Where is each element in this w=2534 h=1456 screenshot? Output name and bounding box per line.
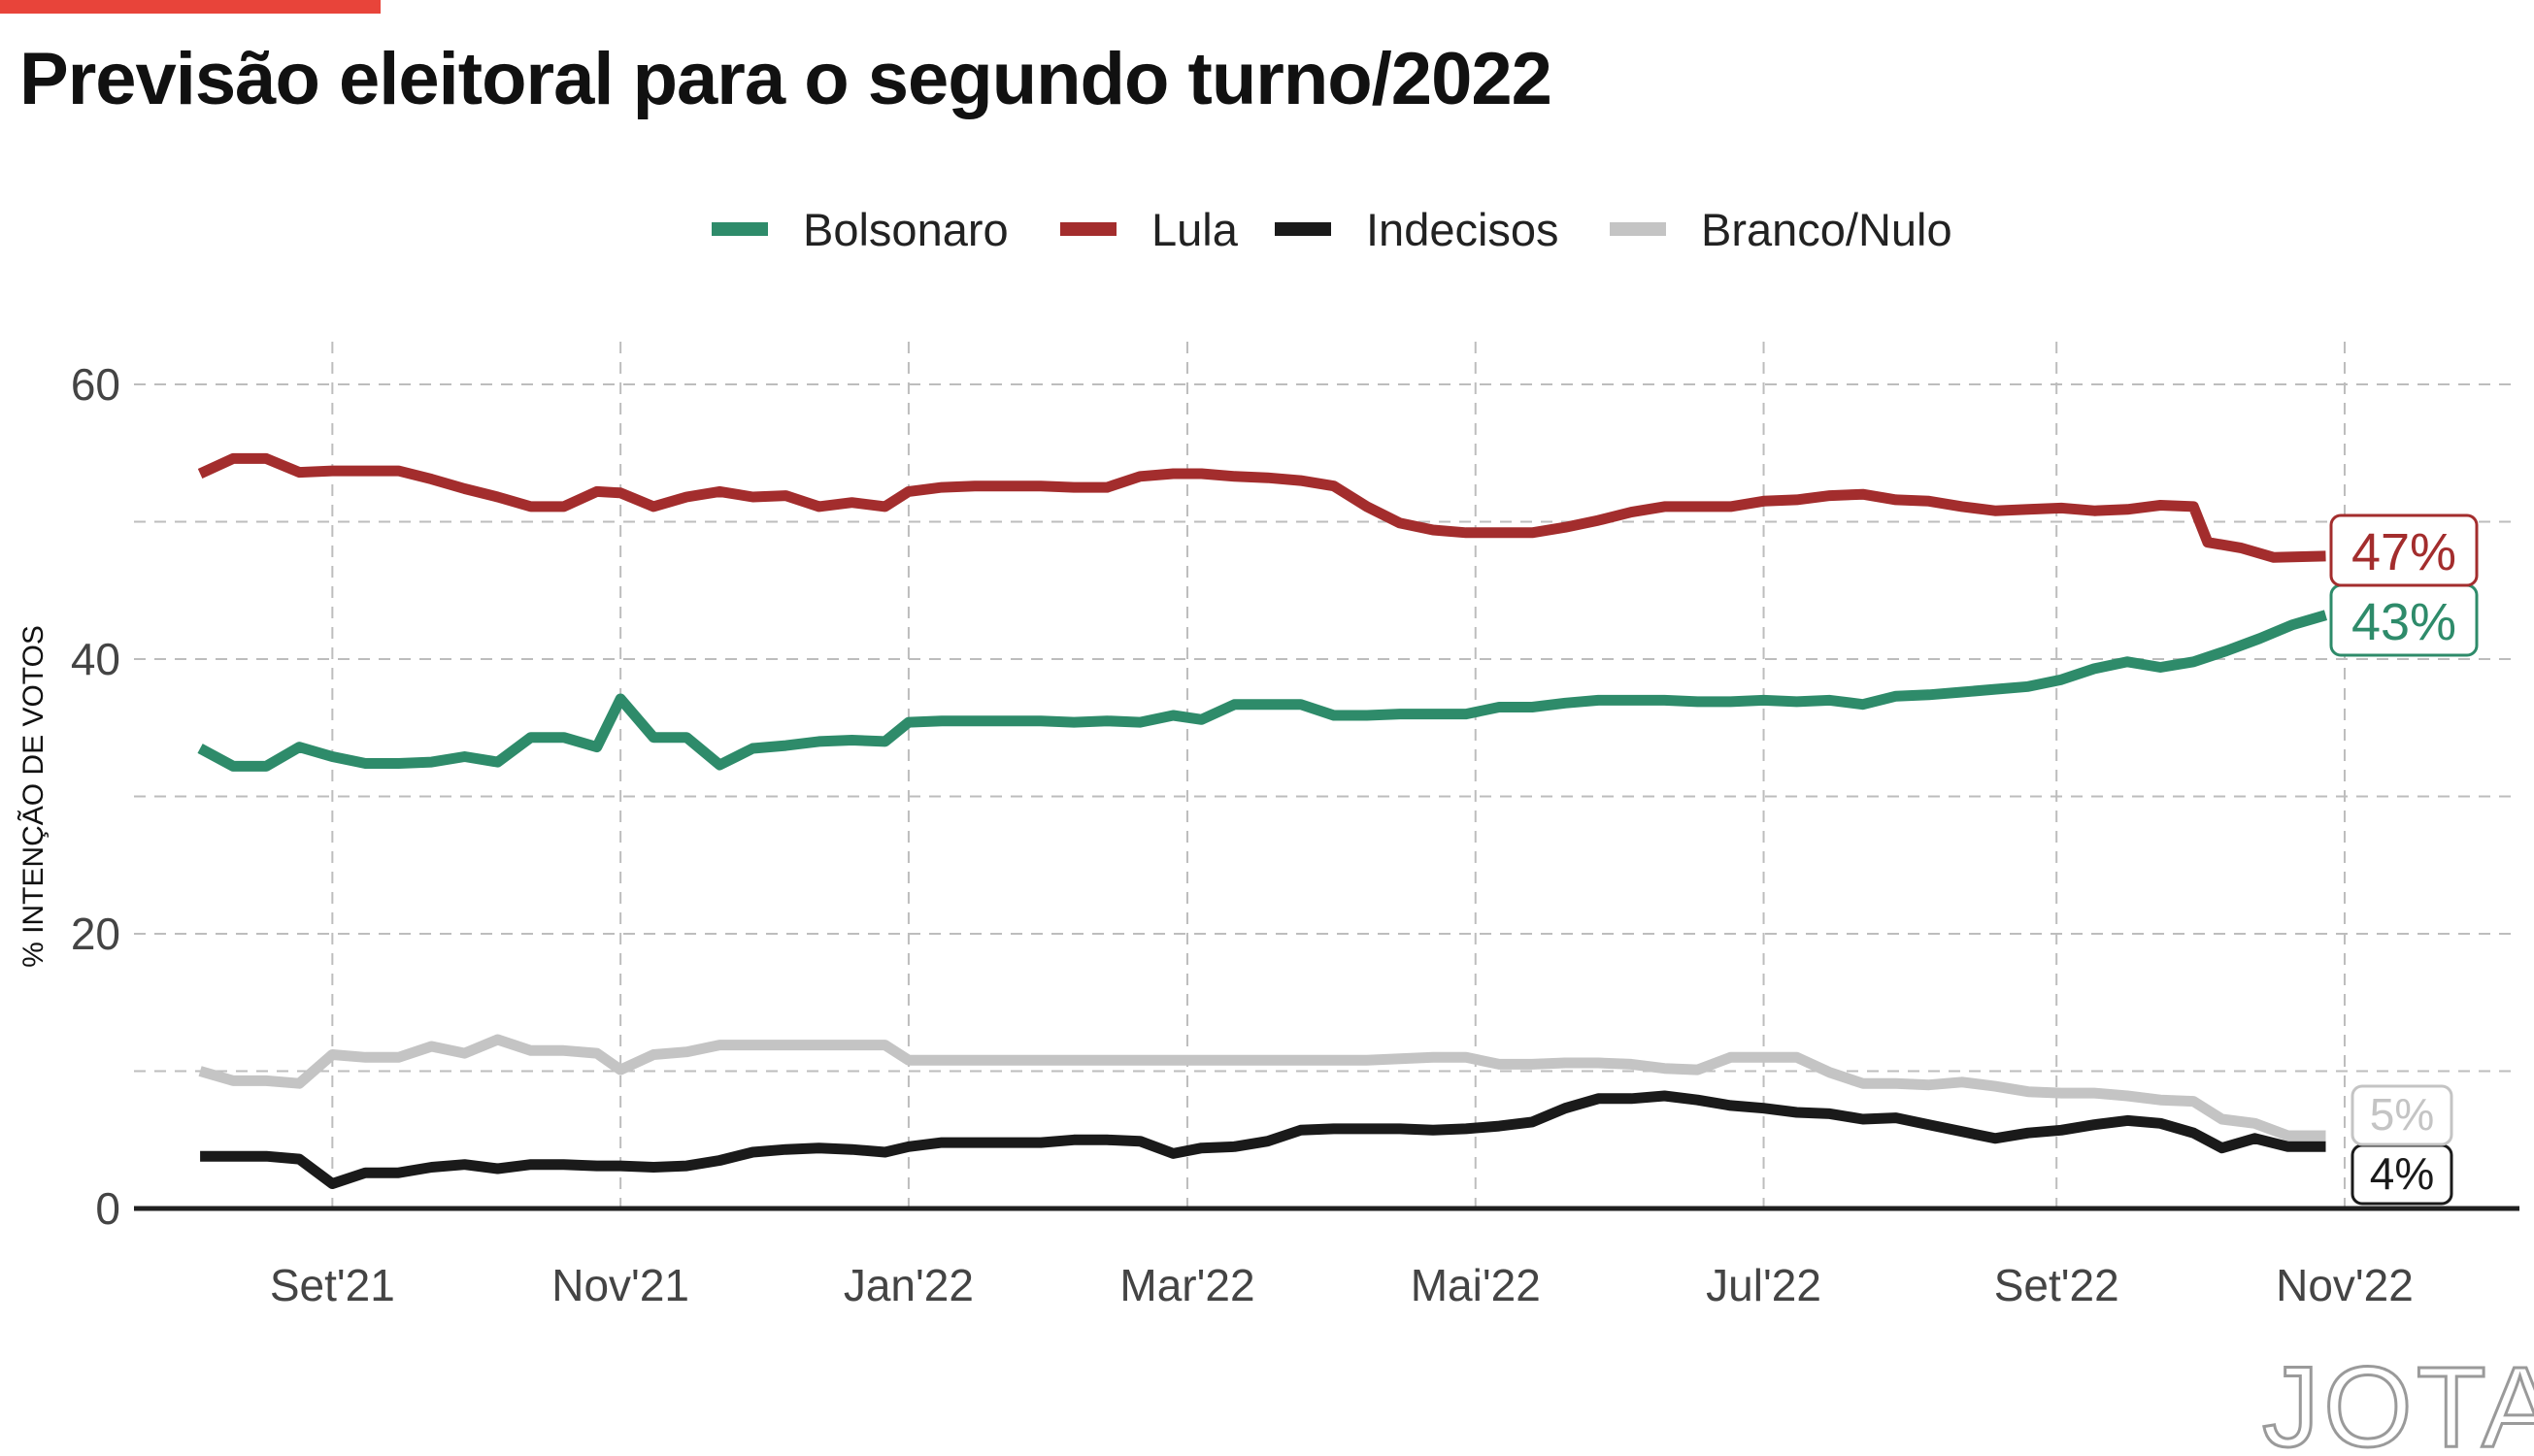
y-tick-label: 0: [95, 1183, 120, 1234]
end-label: 4%: [2351, 1143, 2453, 1206]
series-line: [198, 1034, 2326, 1142]
x-tick-label: Set'21: [270, 1260, 395, 1310]
y-tick-label: 40: [71, 634, 120, 684]
end-label: 43%: [2329, 583, 2479, 657]
legend-item: Lula: [1060, 204, 1239, 255]
y-axis-label: % INTENÇÃO DE VOTOS: [17, 625, 50, 968]
x-tick-label: Nov'21: [551, 1260, 689, 1310]
y-tick-label: 60: [71, 359, 120, 410]
jota-logo: JOTA: [2262, 1343, 2534, 1456]
legend-item: Branco/Nulo: [1610, 204, 1952, 255]
legend-item: Bolsonaro: [712, 204, 1009, 255]
legend-label: Bolsonaro: [803, 204, 1009, 255]
series-line: [200, 1090, 2326, 1189]
end-labels: 43% 47% 4% 5%: [2329, 513, 2479, 1206]
x-tick-label: Jul'22: [1706, 1260, 1821, 1310]
series-line: [197, 452, 2326, 563]
x-tick-label: Mai'22: [1411, 1260, 1541, 1310]
x-tick-label: Jan'22: [844, 1260, 974, 1310]
grid-lines: [134, 342, 2519, 1208]
end-label: 5%: [2351, 1084, 2453, 1146]
chart-legend: Bolsonaro Lula Indecisos Branco/Nulo: [712, 204, 1952, 255]
y-tick-label: 20: [71, 909, 120, 959]
legend-item: Indecisos: [1275, 204, 1559, 255]
x-tick-label: Set'22: [1994, 1260, 2119, 1310]
end-label-box: [2351, 1084, 2453, 1146]
end-label-box: [2329, 513, 2479, 587]
x-tick-label: Nov'22: [2276, 1260, 2414, 1310]
end-label-value: 43%: [2351, 593, 2456, 651]
chart-title: Previsão eleitoral para o segundo turno/…: [19, 38, 1552, 120]
legend-label: Branco/Nulo: [1701, 204, 1952, 255]
legend-label: Indecisos: [1366, 204, 1559, 255]
series-lines: [197, 452, 2328, 1189]
chart-axes: 0 20 40 60 Set'21 Nov'21 Jan'22 Mar'22 Mai'22 Jul…: [17, 359, 2519, 1310]
legend-label: Lula: [1151, 204, 1239, 255]
end-label: 47%: [2329, 513, 2479, 587]
series-line: [197, 610, 2328, 772]
title-accent-bar: [0, 0, 381, 14]
end-label-value: 47%: [2351, 523, 2456, 581]
end-label-value: 4%: [2370, 1148, 2434, 1199]
x-tick-label: Mar'22: [1119, 1260, 1254, 1310]
end-label-value: 5%: [2370, 1089, 2434, 1140]
